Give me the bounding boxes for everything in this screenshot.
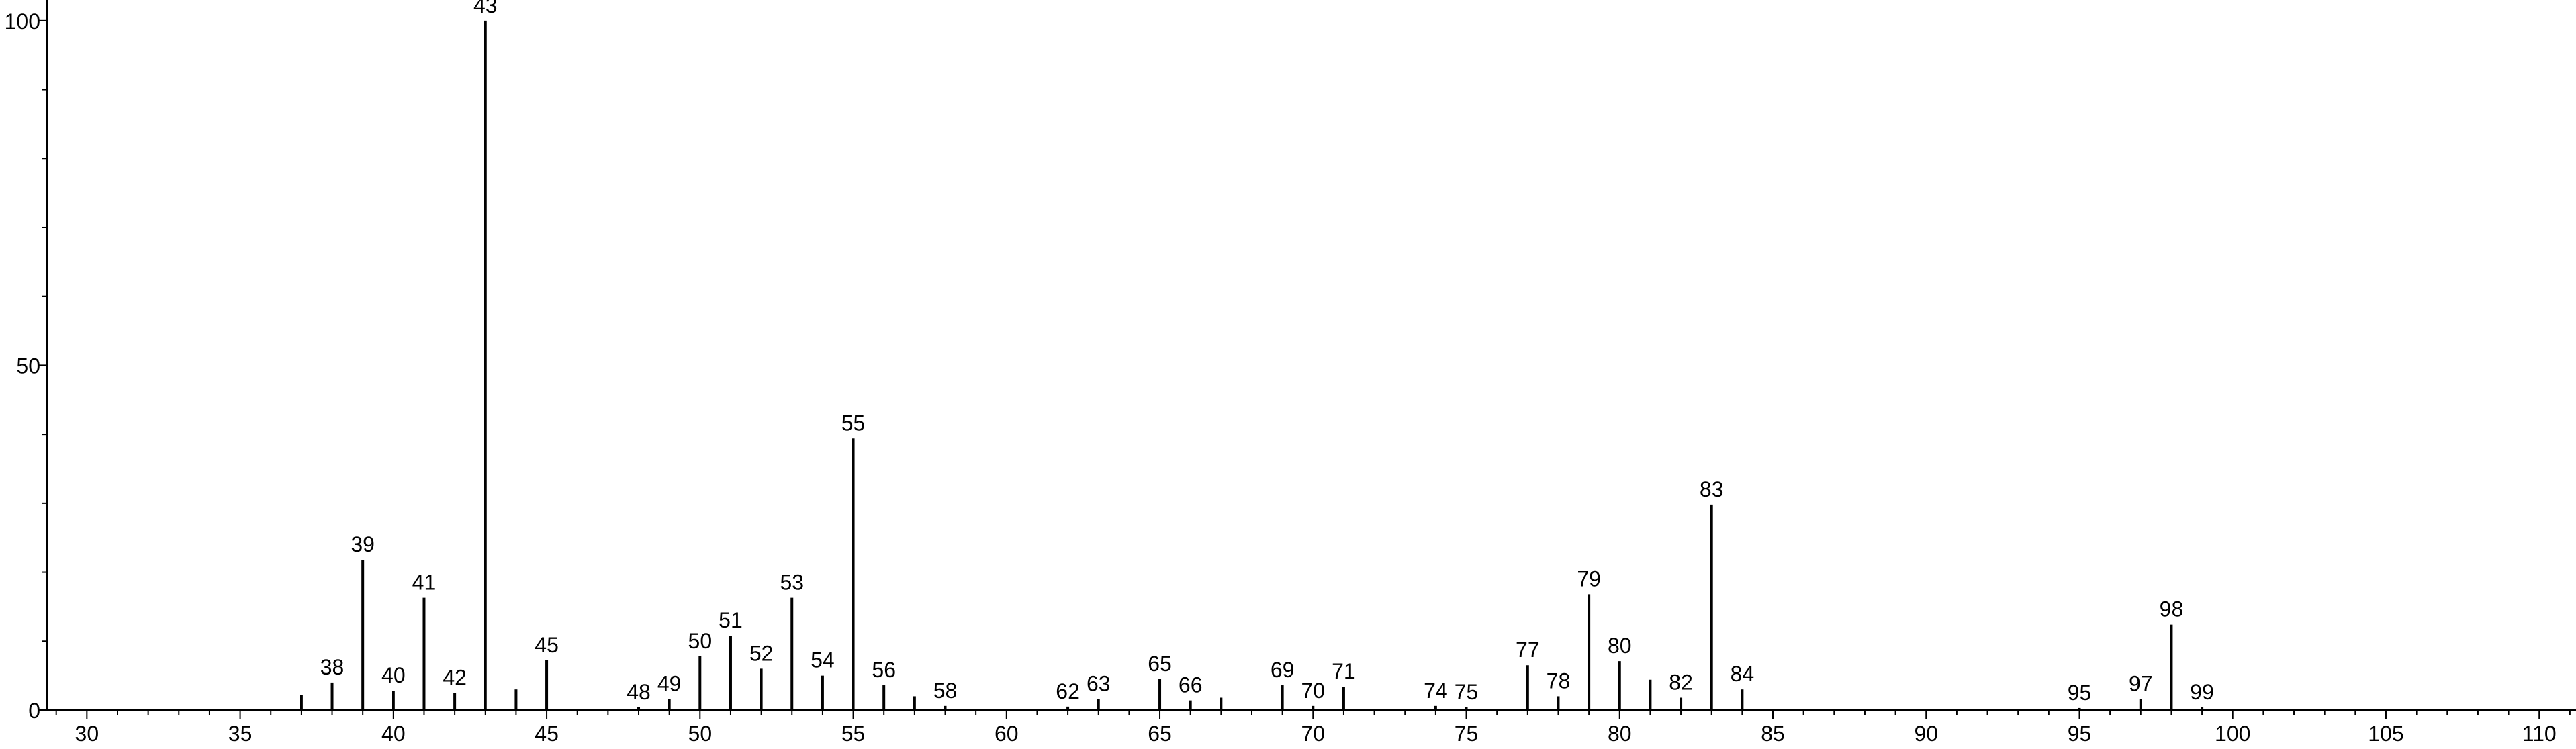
peak-label: 51 xyxy=(719,608,743,632)
peak-label: 48 xyxy=(627,680,651,704)
peak-label: 78 xyxy=(1547,668,1571,693)
x-tick-label: 55 xyxy=(841,721,866,746)
peak-label: 53 xyxy=(780,570,804,595)
peak-label: 95 xyxy=(2068,681,2092,705)
peak-label: 97 xyxy=(2129,672,2153,696)
x-tick-label: 35 xyxy=(228,721,252,746)
peak-label: 41 xyxy=(412,570,436,595)
y-tick-label: 0 xyxy=(28,699,40,723)
x-tick-label: 40 xyxy=(381,721,406,746)
x-tick-label: 95 xyxy=(2068,721,2092,746)
peak-label: 45 xyxy=(535,633,559,657)
x-tick-label: 85 xyxy=(1761,721,1785,746)
peak-label: 66 xyxy=(1179,673,1203,697)
peak-label: 54 xyxy=(811,648,835,672)
peak-label: 65 xyxy=(1148,652,1172,676)
peak-label: 39 xyxy=(351,532,375,556)
x-tick-label: 110 xyxy=(2522,721,2557,746)
x-tick-label: 100 xyxy=(2215,721,2250,746)
peak-label: 55 xyxy=(841,411,866,435)
peak-label: 70 xyxy=(1301,679,1325,703)
peak-label: 38 xyxy=(320,655,344,679)
x-tick-label: 90 xyxy=(1914,721,1938,746)
peak-label: 99 xyxy=(2190,680,2214,704)
x-tick-label: 70 xyxy=(1301,721,1325,746)
x-tick-label: 65 xyxy=(1148,721,1172,746)
peak-label: 83 xyxy=(1700,477,1724,501)
x-tick-label: 80 xyxy=(1608,721,1632,746)
x-tick-label: 105 xyxy=(2368,721,2403,746)
peak-label: 40 xyxy=(381,663,406,687)
peak-label: 56 xyxy=(872,658,896,682)
peak-label: 62 xyxy=(1056,679,1080,703)
peak-label: 98 xyxy=(2160,597,2184,621)
peak-label: 49 xyxy=(657,672,682,696)
x-tick-label: 75 xyxy=(1455,721,1479,746)
peak-label: 52 xyxy=(749,641,774,665)
peak-label: 69 xyxy=(1271,658,1295,682)
peak-label: 77 xyxy=(1516,638,1540,662)
peak-label: 80 xyxy=(1608,634,1632,658)
peak-label: 84 xyxy=(1731,662,1755,686)
peak-label: 42 xyxy=(443,665,467,689)
x-tick-label: 50 xyxy=(688,721,712,746)
peak-label: 75 xyxy=(1455,680,1479,704)
x-axis: 30 35 40 45 50 55 60 65 70 75 80 85 90 95 100 105 110 xyxy=(47,709,2576,746)
y-axis: 0 50 100 xyxy=(5,0,48,723)
peak-label: 79 xyxy=(1577,566,1601,591)
peak-label: 63 xyxy=(1087,672,1111,696)
peak-label: 50 xyxy=(688,629,712,653)
peak-label: 43 xyxy=(473,0,498,17)
peak-label: 82 xyxy=(1669,670,1693,695)
x-tick-label: 30 xyxy=(75,721,99,746)
y-tick-label: 50 xyxy=(16,354,40,378)
peak-label: 71 xyxy=(1332,659,1356,683)
y-tick-label: 100 xyxy=(5,9,40,34)
x-tick-label: 60 xyxy=(995,721,1019,746)
x-tick-label: 45 xyxy=(535,721,559,746)
peak-label: 74 xyxy=(1424,679,1448,703)
peak-label: 58 xyxy=(933,679,958,703)
peak-bars xyxy=(300,20,2204,710)
